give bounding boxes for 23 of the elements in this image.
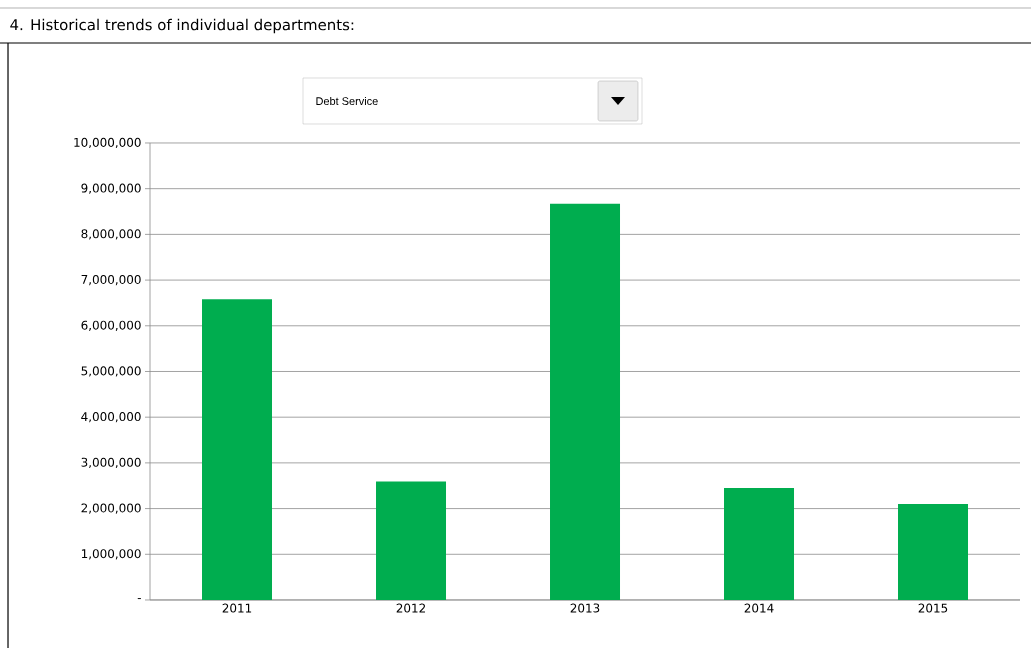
y-tick-label: 1,000,000 (81, 549, 141, 560)
y-tick-label: 4,000,000 (81, 412, 141, 423)
y-tick-label: 8,000,000 (81, 229, 141, 240)
y-tick-label: 2,000,000 (81, 503, 141, 514)
y-tick-label: 9,000,000 (81, 183, 141, 194)
bar (550, 203, 621, 600)
x-tick-label: 2012 (396, 603, 426, 613)
bar (898, 504, 969, 600)
y-tick-label: 3,000,000 (81, 457, 141, 469)
x-tick-label: 2015 (918, 603, 948, 613)
chart-subtitle: Debt Service (316, 96, 378, 106)
y-tick-label: 6,000,000 (81, 320, 141, 331)
x-tick-label: 2014 (744, 603, 774, 613)
bar (202, 299, 273, 600)
y-tick-label: 10,000,000 (74, 137, 141, 149)
y-tick-label: 5,000,000 (81, 366, 141, 377)
x-tick-label: 2013 (570, 603, 600, 613)
x-tick-label: 2011 (222, 603, 252, 613)
chart-title: 4. Historical trends of individual departments: (10, 18, 354, 34)
bar (376, 481, 447, 600)
y-tick-label: - (137, 598, 141, 600)
y-tick-label: 7,000,000 (81, 274, 141, 286)
bar (724, 488, 795, 600)
